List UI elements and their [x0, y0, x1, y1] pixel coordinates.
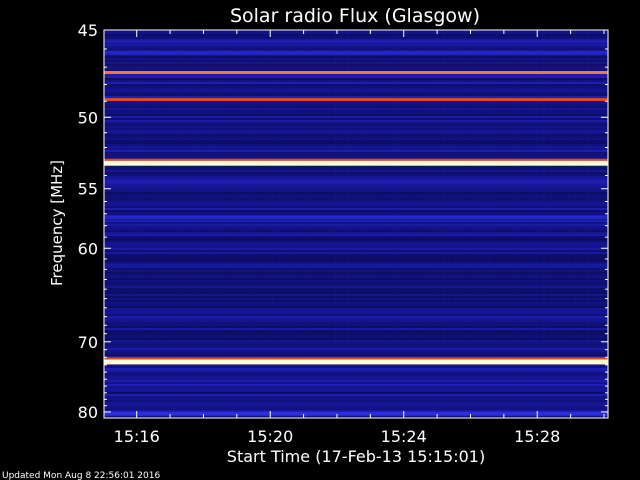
x-axis-label: Start Time (17-Feb-13 15:15:01)	[227, 447, 485, 466]
band-66-4mhz	[104, 309, 608, 314]
band-57-3mhz	[104, 215, 608, 220]
band-76-5mhz	[104, 387, 608, 392]
plot-frame	[103, 29, 609, 419]
y-tick-label: 60	[78, 239, 98, 258]
x-tick-label: 15:20	[247, 427, 293, 446]
band-45-6mhz	[104, 39, 608, 44]
axes: 45 50 55 60 70 80 15:16 15:20 15:24 15:28	[78, 21, 609, 446]
x-tick-label: 15:28	[514, 427, 560, 446]
band-72-6mhz	[104, 359, 608, 365]
y-tick-label: 55	[78, 180, 98, 199]
band-edge	[104, 357, 608, 360]
plot-area	[104, 30, 608, 418]
band-80-3mhz	[104, 411, 608, 416]
x-tick-label: 15:24	[381, 427, 427, 446]
footer-updated-text: Updated Mon Aug 8 22:56:01 2016	[2, 471, 160, 480]
y-tick-label: 45	[78, 21, 98, 40]
band-53-1mhz	[104, 160, 608, 166]
x-tick-label: 15:16	[114, 427, 160, 446]
band-edge	[104, 158, 608, 161]
y-tick-label: 50	[78, 108, 98, 127]
band-47-3mhz	[104, 71, 608, 74]
chart-title: Solar radio Flux (Glasgow)	[230, 5, 480, 27]
band-46-2mhz	[104, 50, 608, 55]
y-tick-label: 70	[78, 333, 98, 352]
y-axis-label: Frequency [MHz]	[48, 160, 66, 286]
y-tick-label: 80	[78, 403, 98, 422]
band-48-9mhz	[104, 98, 608, 102]
